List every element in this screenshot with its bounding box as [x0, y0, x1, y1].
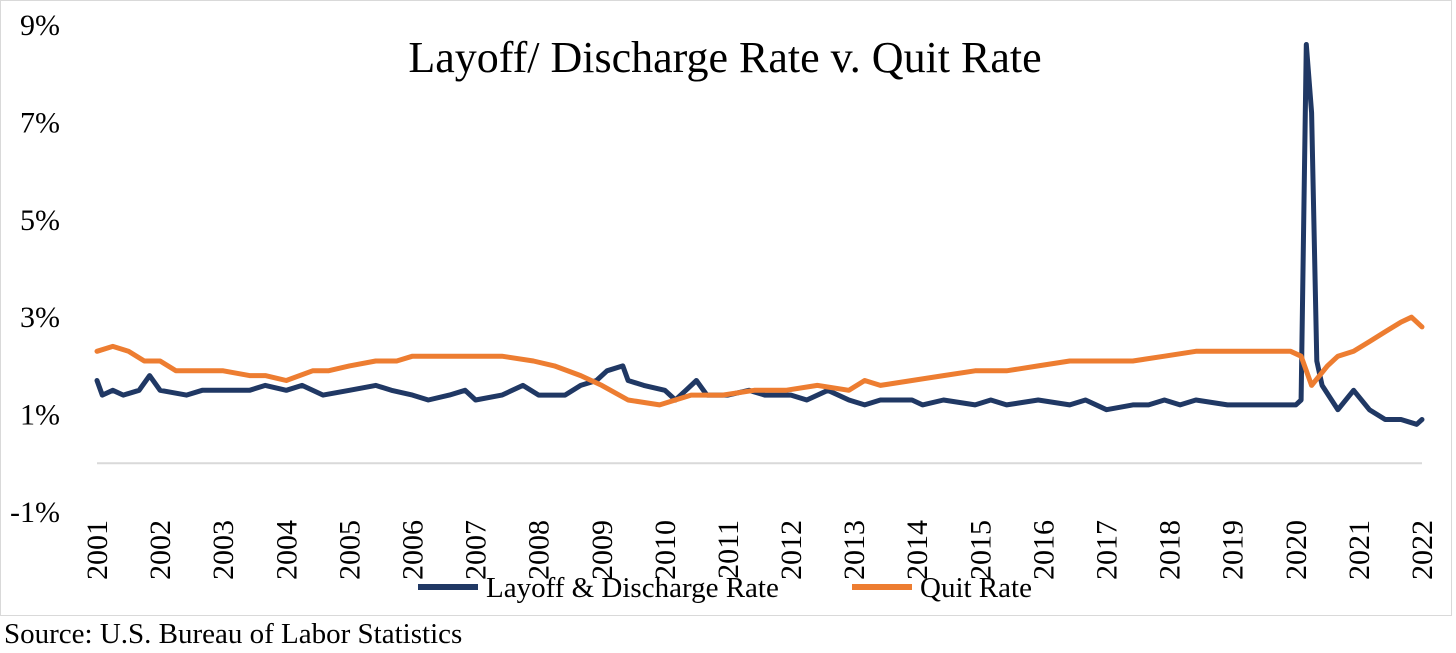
x-tick-label: 2001 — [81, 520, 114, 580]
y-tick-label: 7% — [20, 106, 60, 139]
series-line-quit — [94, 314, 1425, 408]
x-tick-label: 2005 — [333, 520, 366, 580]
x-tick-label: 2013 — [838, 520, 871, 580]
x-tick-label: 2011 — [712, 520, 745, 579]
x-tick-label: 2006 — [396, 520, 429, 580]
x-tick-label: 2015 — [964, 520, 997, 580]
y-tick-label: 1% — [20, 399, 60, 432]
x-tick-label: 2009 — [586, 520, 619, 580]
x-tick-label: 2014 — [901, 520, 934, 580]
x-tick-label: 2003 — [207, 520, 240, 580]
y-tick-label: 3% — [20, 301, 60, 334]
chart-frame — [0, 0, 1452, 616]
y-tick-label: 5% — [20, 204, 60, 237]
x-tick-label: 2016 — [1027, 520, 1060, 580]
x-tick-label: 2012 — [775, 520, 808, 580]
x-tick-label: 2002 — [144, 520, 177, 580]
x-tick-label: 2010 — [649, 520, 682, 580]
x-tick-label: 2019 — [1217, 520, 1250, 580]
x-tick-label: 2020 — [1280, 520, 1313, 580]
legend-label-layoff: Layoff & Discharge Rate — [486, 572, 779, 604]
y-tick-label: -1% — [10, 496, 60, 529]
x-axis-ticks: 2001 2002 2003 2004 2005 2006 2007 2008 2009 2010… — [81, 520, 1439, 580]
chart-title: Layoff/ Discharge Rate v. Quit Rate — [408, 33, 1041, 82]
y-axis-ticks: -1% 1% 3% 5% 7% 9% — [10, 9, 60, 529]
x-tick-label: 2021 — [1343, 520, 1376, 580]
legend-label-quit: Quit Rate — [920, 572, 1032, 604]
source-note: Source: U.S. Bureau of Labor Statistics — [4, 618, 463, 650]
legend: Layoff & Discharge Rate Quit Rate — [418, 572, 1032, 604]
x-tick-label: 2004 — [270, 520, 303, 580]
x-tick-label: 2018 — [1154, 520, 1187, 580]
x-tick-label: 2017 — [1091, 520, 1124, 580]
series-line-layoff-discharge — [94, 42, 1425, 427]
series-lines — [94, 42, 1425, 427]
y-tick-label: 9% — [20, 9, 60, 42]
x-tick-label: 2008 — [523, 520, 556, 580]
x-tick-label: 2022 — [1406, 520, 1439, 580]
x-tick-label: 2007 — [460, 520, 493, 580]
